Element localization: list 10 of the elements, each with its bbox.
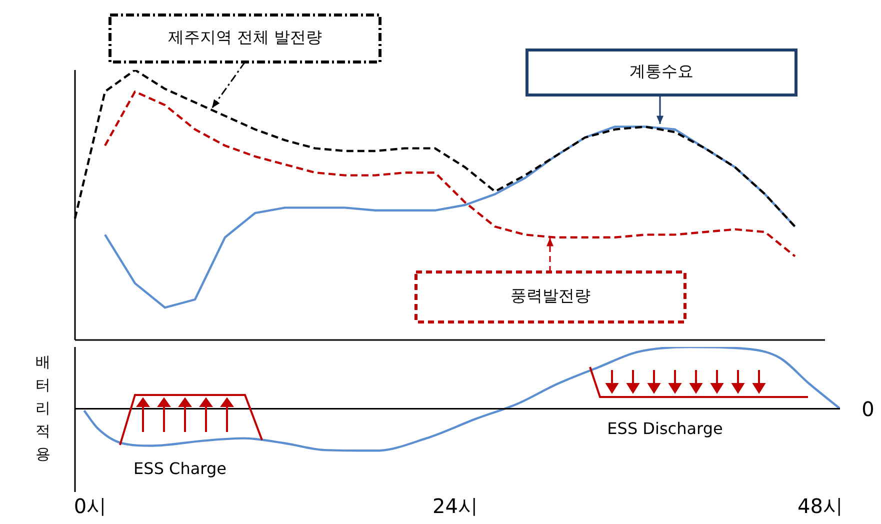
- x-tick-label: 0시: [74, 494, 107, 518]
- x-tick-label: 24시: [432, 494, 478, 518]
- text: ESS Charge: [134, 459, 226, 478]
- text: 제주지역 전체 발전량: [168, 28, 322, 47]
- annotation: 풍력발전량: [510, 286, 590, 306]
- y-axis-title: 배터리적용: [36, 352, 50, 463]
- x-tick-label: 48시: [798, 494, 843, 518]
- annotation: 계통수요: [630, 62, 694, 81]
- annotation: ESS Discharge: [607, 419, 723, 438]
- ref-line-label: 0: [862, 396, 874, 421]
